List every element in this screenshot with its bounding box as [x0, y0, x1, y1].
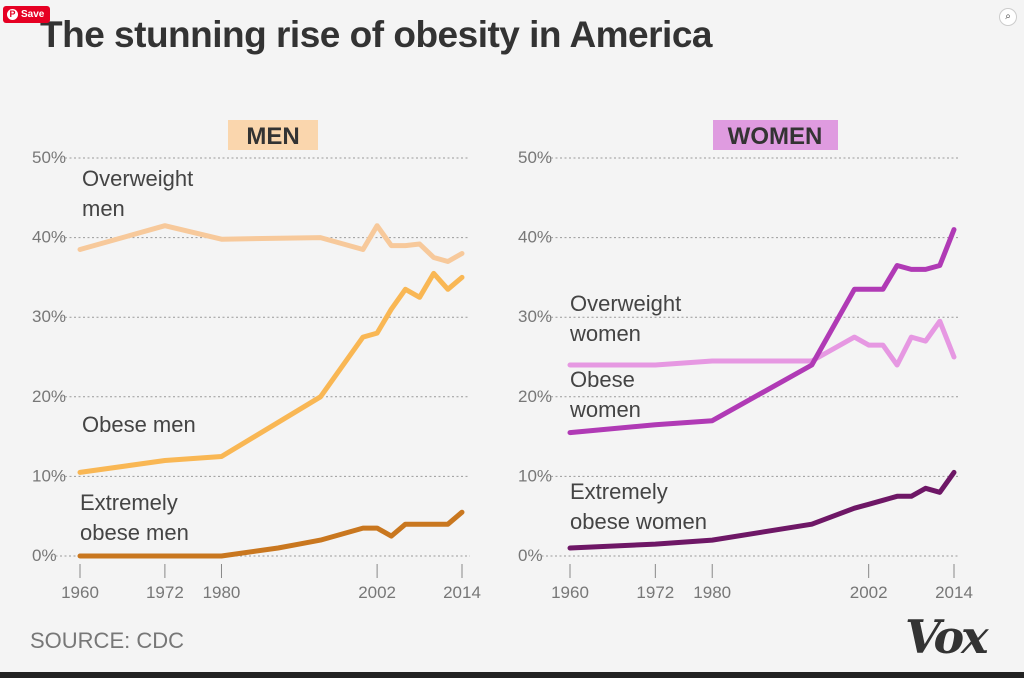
series-label: Extremely obese women — [570, 479, 707, 534]
pinterest-icon: P — [7, 9, 18, 20]
page-title: The stunning rise of obesity in America — [40, 14, 712, 55]
y-tick-label: 0% — [32, 546, 57, 565]
panel-label: MEN — [246, 123, 299, 150]
series-label-line: men — [82, 196, 125, 221]
series-label: Obese men — [82, 412, 196, 437]
y-tick-label: 10% — [32, 466, 66, 485]
y-tick-label: 50% — [518, 148, 552, 167]
visual-search-icon[interactable]: ⌕ — [999, 8, 1017, 26]
x-tick-label: 2014 — [443, 583, 481, 602]
x-tick-label: 2002 — [358, 583, 396, 602]
panel-label: WOMEN — [728, 123, 823, 150]
x-tick-label: 1960 — [61, 583, 99, 602]
series-label-line: Overweight — [570, 291, 681, 316]
series-label-line: Extremely — [570, 479, 668, 504]
chart-women: WOMEN 0% 10% 20% 30% 40% 50% 1960 1972 1980 2002 20… — [518, 120, 973, 602]
series-line-overweight-women — [567, 318, 957, 368]
series-line-extremely-obese-women — [567, 469, 957, 551]
series-label-line: Obese men — [82, 412, 196, 437]
chart-men: MEN 0% 10% 20% 30% 40% 50% 1960 1972 1980 2002 2014… — [32, 120, 481, 602]
y-tick-label: 50% — [32, 148, 66, 167]
series-label: Extremely obese men — [80, 490, 189, 545]
series-line-overweight-men — [77, 223, 465, 264]
x-tick-label: 2002 — [850, 583, 888, 602]
vox-logo: Vox — [905, 610, 989, 664]
series-label-line: Overweight — [82, 166, 193, 191]
series-label-line: obese men — [80, 520, 189, 545]
series-label-line: Extremely — [80, 490, 178, 515]
x-tick-label: 1972 — [146, 583, 184, 602]
x-tick-label: 1972 — [636, 583, 674, 602]
y-tick-label: 20% — [32, 387, 66, 406]
y-tick-label: 40% — [32, 228, 66, 247]
y-tick-label: 30% — [32, 307, 66, 326]
y-tick-label: 0% — [518, 546, 543, 565]
x-tick-label: 1980 — [693, 583, 731, 602]
series-line-extremely-obese-men — [77, 509, 465, 559]
bottom-edge — [0, 672, 1024, 678]
pinterest-save-button[interactable]: P Save — [3, 6, 51, 23]
x-tick-label: 1980 — [203, 583, 241, 602]
series-line-obese-women — [567, 227, 957, 436]
y-tick-label: 40% — [518, 228, 552, 247]
y-tick-label: 30% — [518, 307, 552, 326]
series-label-line: Obese — [570, 367, 635, 392]
series-label-line: women — [569, 397, 641, 422]
series-label-line: women — [569, 321, 641, 346]
series-label: Obese women — [569, 367, 641, 422]
y-tick-label: 10% — [518, 466, 552, 485]
x-tick-label: 1960 — [551, 583, 589, 602]
series-label: Overweight women — [569, 291, 681, 346]
panel-label-bg — [228, 120, 318, 150]
source-note: SOURCE: CDC — [30, 628, 185, 653]
x-tick-label: 2014 — [935, 583, 973, 602]
panel-label-bg — [713, 120, 838, 150]
series-label-line: obese women — [570, 509, 707, 534]
save-label: Save — [21, 9, 45, 20]
series-label: Overweight men — [82, 166, 193, 221]
y-tick-label: 20% — [518, 387, 552, 406]
series-line-obese-men — [77, 270, 465, 475]
